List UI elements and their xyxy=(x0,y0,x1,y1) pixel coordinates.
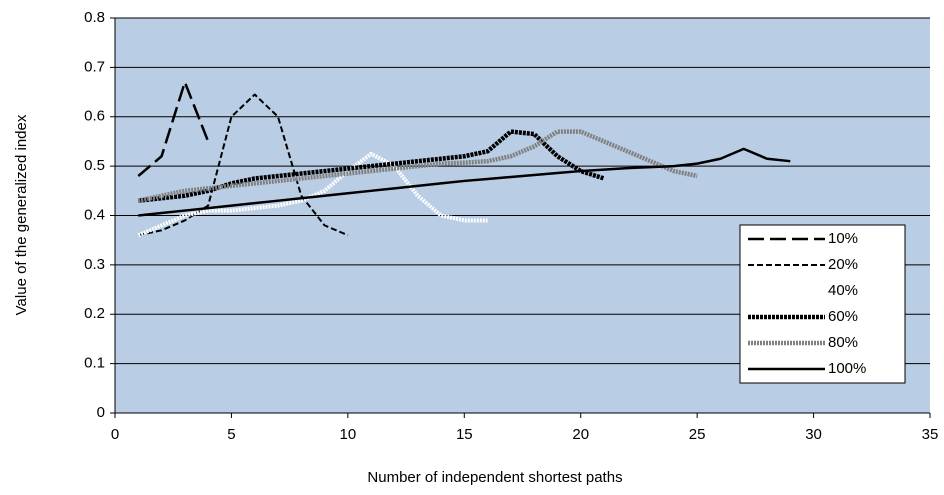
y-tick-label: 0.7 xyxy=(84,58,105,75)
series-line xyxy=(137,129,698,203)
y-axis-label: Value of the generalized index xyxy=(13,114,30,315)
legend-label: 40% xyxy=(828,282,858,299)
y-tick-label: 0.5 xyxy=(84,157,105,174)
x-tick-label: 5 xyxy=(227,426,235,443)
legend-label: 20% xyxy=(828,256,858,273)
y-tick-label: 0.4 xyxy=(84,206,105,223)
x-tick-label: 20 xyxy=(572,426,589,443)
y-tick-label: 0.6 xyxy=(84,108,105,125)
x-tick-label: 35 xyxy=(922,426,939,443)
series-line xyxy=(138,147,791,217)
y-tick-label: 0 xyxy=(97,404,105,421)
x-tick-label: 15 xyxy=(456,426,473,443)
x-tick-label: 30 xyxy=(805,426,822,443)
y-tick-label: 0.2 xyxy=(84,305,105,322)
legend-label: 80% xyxy=(828,334,858,351)
x-tick-label: 0 xyxy=(111,426,119,443)
x-tick-label: 25 xyxy=(689,426,706,443)
y-tick-label: 0.3 xyxy=(84,256,105,273)
x-axis-label: Number of independent shortest paths xyxy=(367,469,622,486)
legend-label: 10% xyxy=(828,230,858,247)
legend-label: 60% xyxy=(828,308,858,325)
series-line xyxy=(138,93,349,237)
x-tick-label: 10 xyxy=(340,426,357,443)
legend-box xyxy=(739,224,906,384)
y-tick-label: 0.1 xyxy=(84,355,105,372)
y-tick-label: 0.8 xyxy=(84,9,105,26)
legend-label: 100% xyxy=(828,360,866,377)
series-line xyxy=(137,80,210,177)
